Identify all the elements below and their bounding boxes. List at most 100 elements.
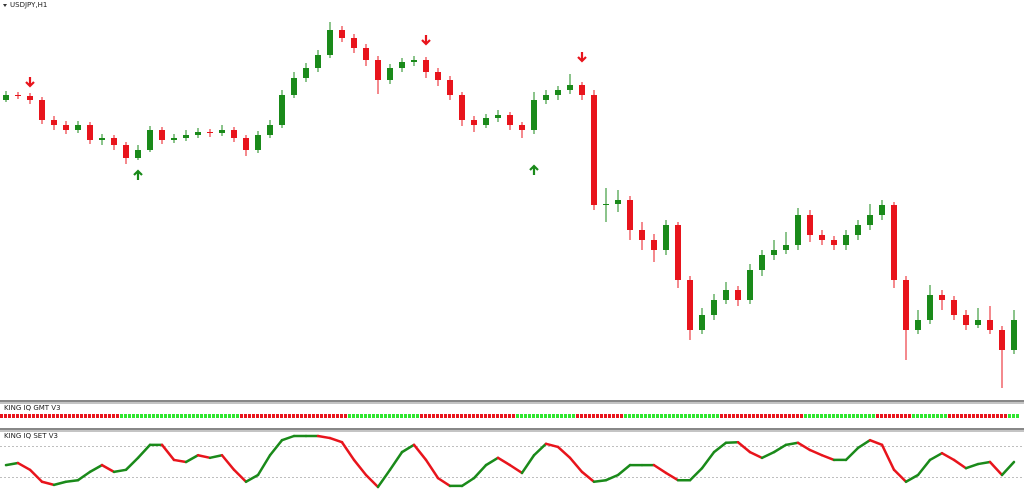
oscillator-segment	[256, 453, 272, 477]
candle-body	[723, 290, 729, 300]
oscillator-segment	[160, 443, 176, 462]
candle-body	[15, 95, 21, 96]
candle-body	[579, 85, 585, 95]
candle-body	[927, 295, 933, 320]
candle-body	[615, 200, 621, 204]
oscillator-segment	[28, 468, 44, 484]
oscillator-segment	[232, 468, 248, 484]
candle-body	[987, 320, 993, 330]
oscillator-segment	[544, 442, 560, 449]
oscillator-segment	[844, 446, 860, 462]
candle-body	[255, 135, 261, 150]
candle-body	[867, 215, 873, 225]
oscillator-segment	[604, 473, 620, 482]
signal-arrow	[577, 52, 587, 63]
candle-body	[591, 95, 597, 205]
candle-body	[291, 78, 297, 95]
oscillator-segment	[616, 463, 632, 477]
candle-body	[123, 145, 129, 158]
oscillator-segment	[112, 468, 128, 474]
oscillator-segment	[808, 448, 824, 457]
oscillator-segment	[40, 480, 56, 487]
candle-body	[687, 280, 693, 330]
candle-body	[159, 130, 165, 140]
oscillator-segment	[400, 443, 416, 454]
candle-body	[327, 30, 333, 55]
indicator-title: KING IQ SET V3	[4, 432, 58, 440]
candle-body	[795, 215, 801, 245]
candle-body	[771, 250, 777, 255]
oscillator-segment	[688, 466, 704, 482]
candle-body	[279, 95, 285, 125]
candle-body	[315, 55, 321, 68]
oscillator-segment	[868, 438, 884, 447]
oscillator-segment	[748, 450, 764, 460]
candle-body	[267, 125, 273, 135]
candle-body	[1011, 320, 1017, 350]
oscillator-segment	[580, 470, 596, 484]
menu-triangle[interactable]	[3, 4, 7, 7]
oscillator-segment	[340, 440, 356, 462]
oscillator-segment	[856, 438, 872, 450]
oscillator-segment	[352, 458, 368, 477]
oscillator-segment	[952, 458, 968, 470]
candle-body	[219, 130, 225, 133]
oscillator-segment	[208, 453, 224, 460]
oscillator-segment	[652, 463, 668, 475]
oscillator-segment	[892, 468, 908, 484]
candle-body	[507, 115, 513, 125]
oscillator-segment	[556, 445, 572, 460]
candle-body	[543, 95, 549, 100]
oscillator-segment	[772, 443, 788, 454]
oscillator-segment	[364, 473, 380, 489]
oscillator-segment	[796, 441, 812, 452]
candle-body	[531, 100, 537, 130]
candle-body	[351, 38, 357, 48]
oscillator-segment	[940, 451, 956, 462]
candle-body	[759, 255, 765, 270]
oscillator-segment	[664, 471, 680, 482]
oscillator-segment	[136, 443, 152, 460]
candle-body	[879, 205, 885, 215]
signal-arrow	[421, 35, 431, 46]
signal-arrow	[25, 77, 35, 88]
oscillator-segment	[196, 453, 212, 460]
candle-body	[519, 125, 525, 130]
candle-body	[3, 95, 9, 100]
oscillator-segment	[472, 463, 488, 480]
oscillator-segment	[4, 461, 20, 467]
oscillator-segment	[124, 456, 140, 472]
candle-body	[819, 235, 825, 240]
candle-body	[99, 138, 105, 140]
oscillator-segment	[436, 476, 452, 488]
oscillator-segment	[904, 473, 920, 484]
oscillator-segment	[508, 463, 524, 475]
oscillator-segment	[880, 443, 896, 472]
candle-body	[459, 95, 465, 120]
oscillator-segment	[784, 441, 800, 447]
candle-body	[699, 315, 705, 330]
candle-body	[195, 132, 201, 135]
oscillator-segment	[268, 438, 284, 457]
candle-body	[375, 60, 381, 80]
candle-body	[75, 125, 81, 130]
oscillator-segment	[520, 453, 536, 475]
oscillator-segment	[328, 436, 344, 444]
oscillator-segment	[724, 440, 740, 445]
oscillator-segment	[64, 478, 80, 484]
candle-body	[387, 68, 393, 80]
oscillator-segment	[760, 450, 776, 460]
oscillator-segment	[184, 453, 200, 464]
oscillator-segment	[316, 434, 332, 440]
oscillator-segment	[376, 468, 392, 489]
candle-body	[495, 115, 501, 118]
oscillator-segment	[388, 450, 404, 472]
candle-body	[399, 62, 405, 68]
candle-body	[963, 315, 969, 325]
candle-body	[843, 235, 849, 245]
candle-body	[447, 80, 453, 95]
oscillator-segment	[460, 476, 476, 488]
candle-body	[939, 295, 945, 300]
